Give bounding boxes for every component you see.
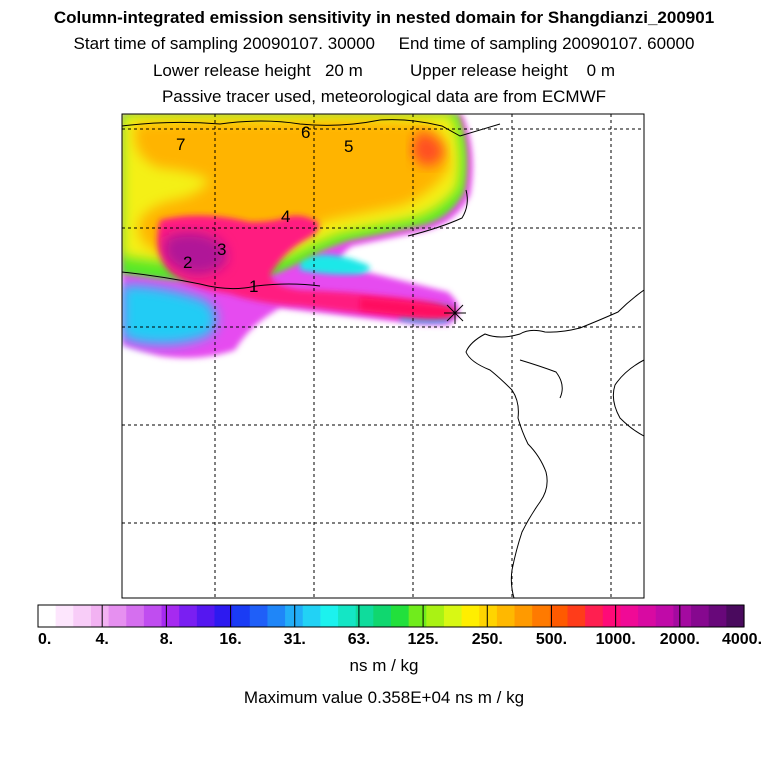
star-icon xyxy=(444,302,466,324)
legend-swatch xyxy=(232,605,251,627)
legend-swatch xyxy=(285,605,304,627)
legend-swatch xyxy=(90,605,110,627)
plume-core-purple xyxy=(164,232,227,275)
legend-swatch xyxy=(55,605,74,627)
legend-tick-labels: 0. 4. 8. 16. 31. 63. 125. 250. 500. 1000. 2000. 400… xyxy=(38,631,762,648)
legend-swatch xyxy=(73,605,92,627)
plume-spot-red xyxy=(412,132,444,166)
legend-swatch xyxy=(302,605,321,627)
legend-swatch xyxy=(391,605,410,627)
legend-swatches xyxy=(38,605,745,627)
legend-swatch xyxy=(214,605,233,627)
plume-tail-crimson xyxy=(360,298,454,318)
legend-swatch xyxy=(196,605,216,627)
plume-core-pink xyxy=(157,215,457,320)
legend-swatch xyxy=(708,605,727,627)
legend-swatch xyxy=(726,605,745,627)
release-height-line: Lower release height 20 m Upper release … xyxy=(152,61,616,80)
legend-tick-label: 250. xyxy=(472,631,503,648)
legend-swatch xyxy=(426,605,445,627)
legend-swatch xyxy=(126,605,145,627)
legend-swatch xyxy=(267,605,286,627)
legend-swatch xyxy=(161,605,180,627)
legend-tick-label: 2000. xyxy=(660,631,700,648)
legend-ticks xyxy=(37,605,745,627)
legend-swatch xyxy=(320,605,339,627)
plot-title: Column-integrated emission sensitivity i… xyxy=(53,8,715,27)
legend-swatch xyxy=(355,605,374,627)
legend-swatch xyxy=(108,605,127,627)
legend-tick-label: 125. xyxy=(408,631,439,648)
legend-swatch xyxy=(655,605,674,627)
legend-tick-label: 63. xyxy=(348,631,370,648)
legend-swatch xyxy=(249,605,269,627)
legend-swatch xyxy=(620,605,639,627)
legend-swatch xyxy=(443,605,463,627)
sensitivity-field xyxy=(122,114,473,358)
legend-swatch xyxy=(585,605,604,627)
lat-lon-grid xyxy=(122,114,644,598)
legend-swatch xyxy=(602,605,622,627)
legend-unit: ns m / kg xyxy=(349,656,419,675)
legend-swatch xyxy=(567,605,586,627)
legend-swatch xyxy=(532,605,551,627)
legend-swatch xyxy=(479,605,498,627)
plume-label: 3 xyxy=(217,240,226,259)
legend-tick-label: 500. xyxy=(536,631,567,648)
legend-swatch xyxy=(691,605,710,627)
legend-swatch xyxy=(38,605,57,627)
plume-label: 1 xyxy=(249,277,258,296)
legend-tick-label: 4. xyxy=(96,631,109,648)
legend-swatch xyxy=(638,605,657,627)
plume-label: 6 xyxy=(301,123,310,142)
legend-tick-label: 0. xyxy=(38,631,51,648)
plume-label: 2 xyxy=(183,253,192,272)
legend-swatch xyxy=(496,605,516,627)
plume-label: 4 xyxy=(281,207,290,226)
legend-swatch xyxy=(461,605,480,627)
coastline xyxy=(122,119,644,598)
legend-tick-label: 16. xyxy=(219,631,241,648)
legend-tick-label: 1000. xyxy=(596,631,636,648)
legend-swatch xyxy=(373,605,392,627)
plume-label: 7 xyxy=(176,135,185,154)
legend-swatch xyxy=(143,605,163,627)
max-value-text: Maximum value 0.358E+04 ns m / kg xyxy=(243,688,525,707)
legend-swatch xyxy=(408,605,427,627)
legend-tick-label: 8. xyxy=(160,631,173,648)
legend-swatch xyxy=(179,605,198,627)
plume-labels: 1 2 3 4 5 6 7 xyxy=(176,123,353,296)
map-frame xyxy=(121,113,645,599)
tracer-info-line: Passive tracer used, meteorological data… xyxy=(161,87,607,106)
plume-band-cyan xyxy=(122,284,217,345)
legend-swatch xyxy=(549,605,569,627)
legend-swatch xyxy=(673,605,692,627)
sampling-time-line: Start time of sampling 20090107. 30000 E… xyxy=(73,34,695,53)
plume-band-cyan-east xyxy=(300,254,370,275)
plume-label: 5 xyxy=(344,137,353,156)
legend-tick-label: 31. xyxy=(284,631,306,648)
legend-swatch xyxy=(338,605,357,627)
legend-swatch xyxy=(514,605,533,627)
legend-tick-label: 4000. xyxy=(722,631,762,648)
